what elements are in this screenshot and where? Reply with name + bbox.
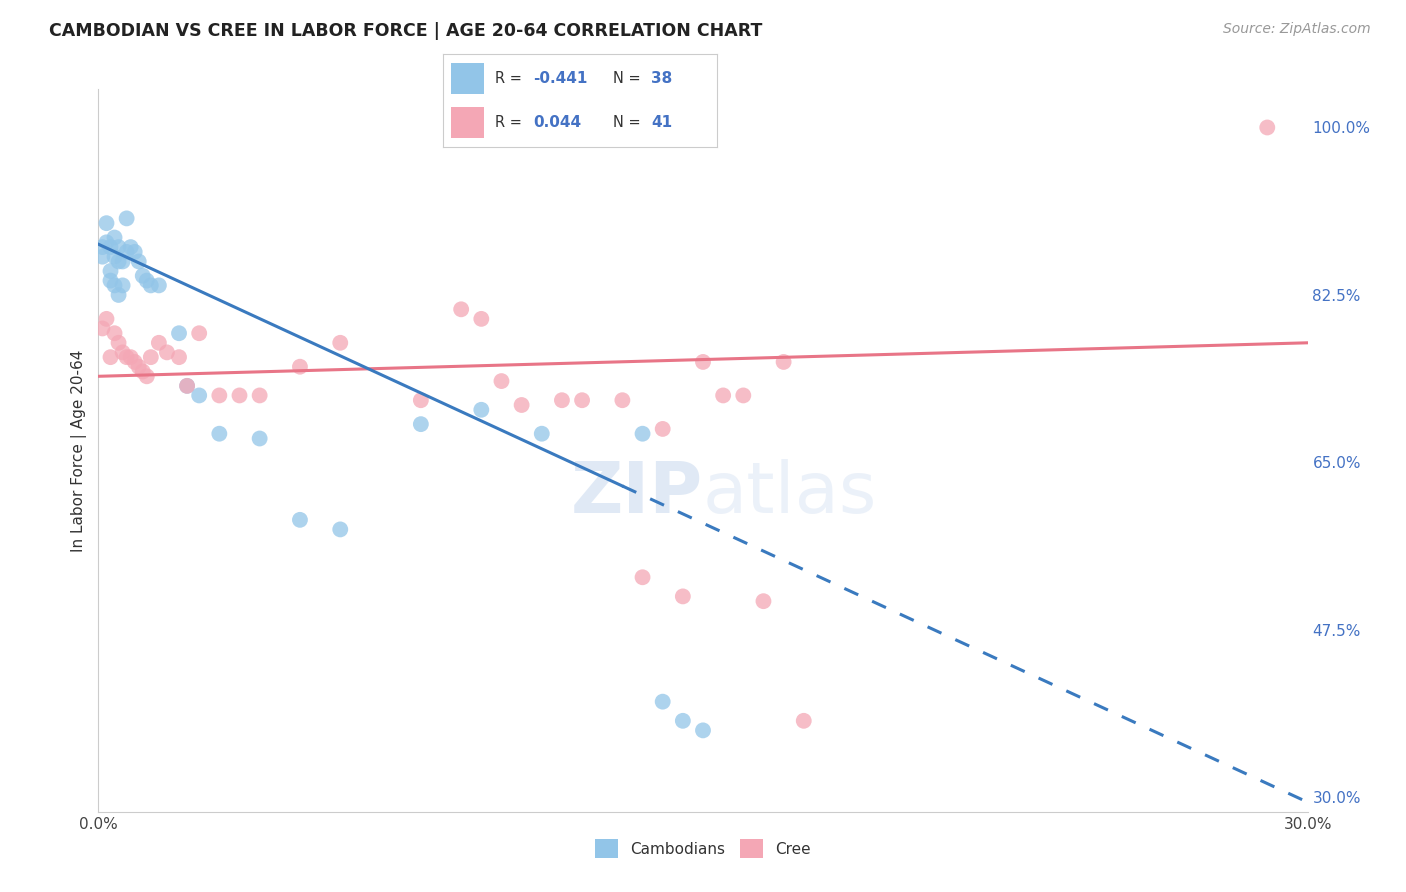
Point (188, 326, 211, 341)
Point (91, 250, 114, 264)
Point (176, 379, 198, 393)
Point (711, 388, 734, 402)
Text: R =: R = (495, 70, 526, 86)
Point (128, 254, 150, 268)
Point (124, 355, 146, 369)
Point (491, 374, 513, 388)
Point (672, 714, 695, 728)
Bar (451, 107, 484, 138)
Point (135, 274, 157, 288)
Point (120, 350, 142, 364)
Point (120, 240, 142, 254)
Point (100, 350, 122, 364)
Point (111, 254, 134, 268)
Point (107, 288, 129, 302)
Point (139, 350, 162, 364)
Bar (451, 63, 484, 94)
Legend: Cambodians, Cree: Cambodians, Cree (588, 831, 818, 865)
Point (107, 240, 129, 254)
Point (111, 278, 134, 293)
Point (530, 426, 553, 441)
Text: -0.441: -0.441 (533, 70, 588, 86)
Point (208, 426, 231, 441)
Point (612, 393, 634, 408)
Point (115, 211, 138, 226)
Text: 0.044: 0.044 (533, 115, 582, 130)
Point (249, 388, 271, 402)
Point (132, 364, 155, 378)
Point (551, 393, 574, 408)
Point (793, 714, 815, 728)
Point (249, 432, 271, 446)
Point (188, 388, 211, 402)
Point (115, 350, 138, 364)
Text: N =: N = (613, 70, 645, 86)
Point (692, 355, 714, 369)
Point (571, 393, 593, 408)
Point (176, 379, 198, 393)
Point (510, 398, 533, 412)
Text: N =: N = (613, 115, 645, 130)
Point (228, 388, 250, 402)
Point (148, 335, 170, 350)
Point (631, 426, 654, 441)
Point (167, 350, 190, 364)
Point (91, 321, 114, 335)
Point (103, 326, 125, 341)
Point (135, 369, 157, 384)
Point (692, 723, 714, 738)
Point (651, 695, 673, 709)
Y-axis label: In Labor Force | Age 20-64: In Labor Force | Age 20-64 (72, 350, 87, 551)
Text: 41: 41 (651, 115, 672, 130)
Point (132, 268, 155, 283)
Text: R =: R = (495, 115, 526, 130)
Point (96, 216, 118, 230)
Point (450, 302, 472, 317)
Point (470, 311, 492, 326)
Point (288, 359, 311, 374)
Text: ZIP: ZIP (571, 459, 703, 528)
Text: 38: 38 (651, 70, 672, 86)
Text: atlas: atlas (703, 459, 877, 528)
Point (96, 311, 118, 326)
Point (148, 278, 170, 293)
Point (139, 278, 162, 293)
Point (107, 335, 129, 350)
Point (733, 388, 755, 402)
Text: CAMBODIAN VS CREE IN LABOR FORCE | AGE 20-64 CORRELATION CHART: CAMBODIAN VS CREE IN LABOR FORCE | AGE 2… (49, 22, 762, 40)
Point (103, 230, 125, 244)
Point (91, 240, 114, 254)
Point (409, 417, 432, 431)
Point (100, 274, 122, 288)
Point (752, 594, 775, 608)
Point (128, 359, 150, 374)
Point (167, 326, 190, 341)
Point (156, 345, 179, 359)
Point (115, 244, 138, 259)
Point (103, 278, 125, 293)
Point (288, 513, 311, 527)
Point (100, 240, 122, 254)
Point (631, 570, 654, 584)
Point (651, 422, 673, 436)
Point (100, 264, 122, 278)
Point (96, 235, 118, 250)
Text: Source: ZipAtlas.com: Source: ZipAtlas.com (1223, 22, 1371, 37)
Point (772, 355, 794, 369)
Point (470, 402, 492, 417)
Point (107, 254, 129, 268)
Point (329, 523, 352, 537)
Point (208, 388, 231, 402)
Point (111, 345, 134, 359)
Point (1256, 120, 1278, 135)
Point (124, 244, 146, 259)
Point (672, 590, 695, 604)
Point (329, 335, 352, 350)
Point (409, 393, 432, 408)
Point (103, 250, 125, 264)
